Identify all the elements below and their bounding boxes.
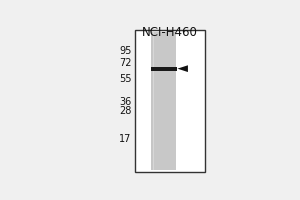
Bar bbox=[154, 32, 171, 170]
Bar bbox=[153, 32, 163, 170]
Bar bbox=[153, 32, 159, 170]
Text: 17: 17 bbox=[119, 134, 132, 144]
Bar bbox=[153, 32, 166, 170]
Text: NCI-H460: NCI-H460 bbox=[142, 26, 198, 39]
Text: 95: 95 bbox=[119, 46, 132, 56]
Bar bbox=[154, 32, 168, 170]
Text: 36: 36 bbox=[119, 97, 132, 107]
Bar bbox=[154, 32, 176, 170]
Bar bbox=[153, 32, 154, 170]
Bar bbox=[153, 32, 157, 170]
Bar bbox=[153, 32, 162, 170]
Bar bbox=[154, 32, 169, 170]
Bar bbox=[154, 32, 173, 170]
Bar bbox=[154, 32, 174, 170]
Text: 55: 55 bbox=[119, 74, 132, 84]
Bar bbox=[154, 32, 172, 170]
Bar bbox=[135, 30, 205, 172]
Text: 28: 28 bbox=[119, 106, 132, 116]
Bar bbox=[153, 32, 155, 170]
Text: 72: 72 bbox=[119, 58, 132, 68]
Bar bbox=[153, 32, 158, 170]
Bar bbox=[152, 67, 177, 71]
Bar bbox=[153, 32, 161, 170]
Bar bbox=[153, 32, 164, 170]
Polygon shape bbox=[178, 65, 188, 72]
Bar bbox=[154, 32, 167, 170]
Bar bbox=[152, 32, 153, 170]
